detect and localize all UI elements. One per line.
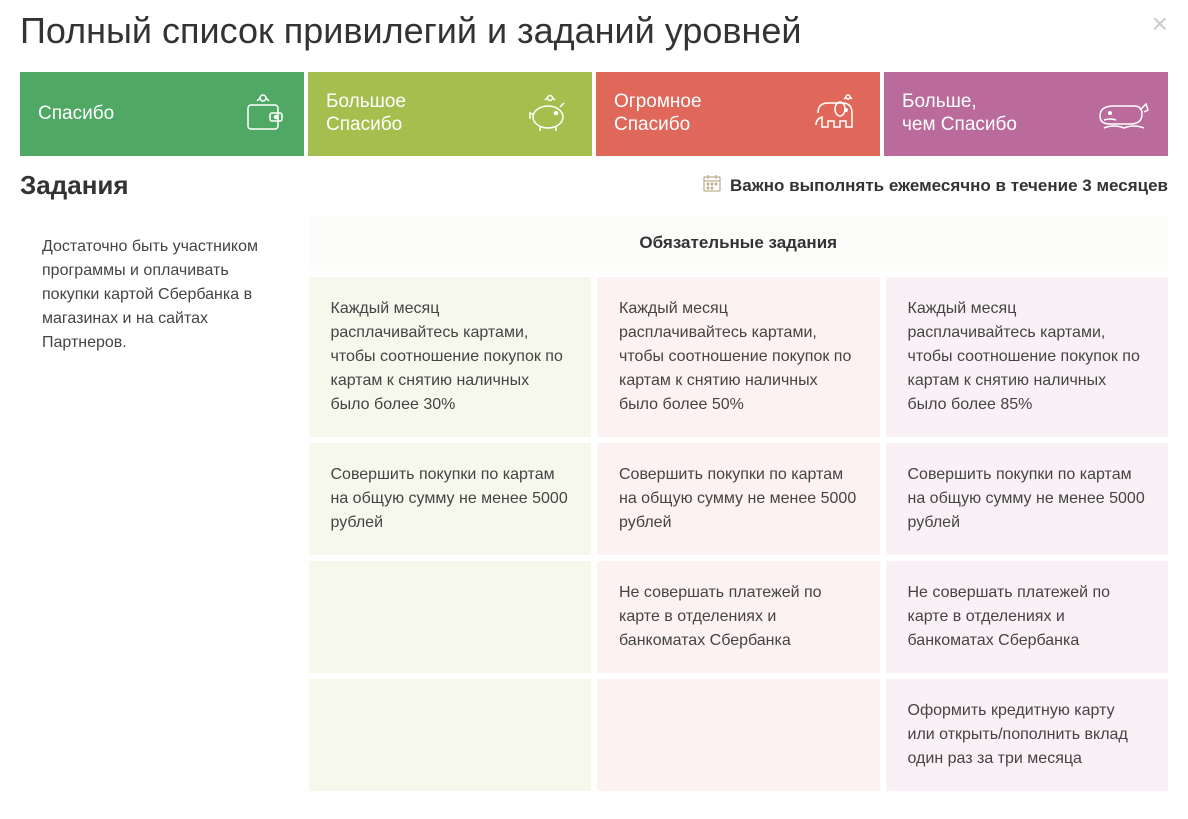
level-label: ОгромноеСпасибо — [614, 91, 702, 137]
tasks-grid: Достаточно быть участником программы и о… — [20, 215, 1168, 791]
level-card-spasibo[interactable]: Спасибо — [20, 72, 304, 156]
task-cell: Оформить кредитную карту или открыть/поп… — [886, 679, 1169, 791]
level-label: Спасибо — [38, 103, 114, 126]
task-cell: Совершить покупки по картам на общую сум… — [309, 443, 592, 555]
level-card-bolshe[interactable]: Больше,чем Спасибо — [884, 72, 1168, 156]
wallet-icon — [240, 93, 286, 135]
level-card-ogromnoe[interactable]: ОгромноеСпасибо — [596, 72, 880, 156]
section-header: Задания Важно выполнять ежемесячно в теч… — [20, 170, 1168, 201]
calendar-icon — [702, 173, 722, 198]
elephant-icon — [810, 93, 862, 135]
task-cell: Совершить покупки по картам на общую сум… — [597, 443, 880, 555]
notice-text: Важно выполнять ежемесячно в течение 3 м… — [730, 176, 1168, 196]
intro-cell: Достаточно быть участником программы и о… — [20, 215, 303, 791]
level-card-bolshoe[interactable]: БольшоеСпасибо — [308, 72, 592, 156]
close-icon[interactable]: × — [1152, 8, 1168, 40]
task-cell: Не совершать платежей по карте в отделен… — [597, 561, 880, 673]
task-cell: Каждый месяц расплачивайтесь картами, чт… — [886, 277, 1169, 437]
section-title: Задания — [20, 170, 129, 201]
whale-icon — [1096, 94, 1150, 134]
page-title: Полный список привилегий и заданий уровн… — [20, 0, 1168, 72]
task-cell: Каждый месяц расплачивайтесь картами, чт… — [309, 277, 592, 437]
task-cell-empty — [309, 679, 592, 791]
required-tasks-header: Обязательные задания — [309, 215, 1169, 271]
piggy-icon — [526, 93, 574, 135]
level-label: Больше,чем Спасибо — [902, 91, 1017, 137]
task-cell-empty — [597, 679, 880, 791]
task-cell: Не совершать платежей по карте в отделен… — [886, 561, 1169, 673]
task-cell-empty — [309, 561, 592, 673]
notice: Важно выполнять ежемесячно в течение 3 м… — [702, 173, 1168, 198]
level-label: БольшоеСпасибо — [326, 91, 406, 137]
levels-row: Спасибо БольшоеСпасибо ОгромноеСпасибо — [20, 72, 1168, 156]
task-cell: Совершить покупки по картам на общую сум… — [886, 443, 1169, 555]
task-cell: Каждый месяц расплачивайтесь картами, чт… — [597, 277, 880, 437]
